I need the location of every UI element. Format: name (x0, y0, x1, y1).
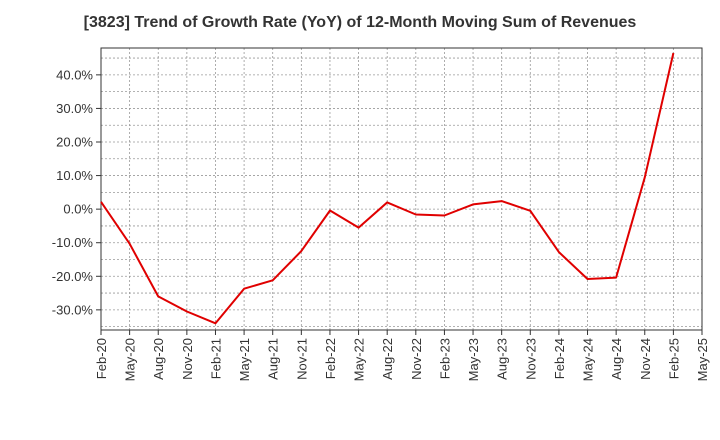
x-tick-label: Aug-23 (495, 338, 510, 380)
x-tick-label: Aug-20 (151, 338, 166, 380)
plot-background (101, 48, 702, 330)
chart-title: [3823] Trend of Growth Rate (YoY) of 12-… (83, 14, 637, 31)
x-tick-label: Feb-20 (94, 338, 109, 379)
series-line (100, 52, 675, 325)
y-tick-label: 0.0% (63, 202, 93, 217)
x-tick-label: May-24 (581, 338, 596, 381)
x-tick-label: Nov-22 (409, 338, 424, 380)
y-tick-label: -30.0% (52, 302, 94, 317)
y-tick-label: -10.0% (52, 235, 94, 250)
x-tick-label: Nov-23 (523, 338, 538, 380)
x-tick-label: Feb-23 (437, 338, 452, 379)
y-tick-label: 40.0% (56, 67, 93, 82)
x-tick-label: May-20 (123, 338, 138, 381)
x-tick-label: Aug-22 (380, 338, 395, 380)
x-tick-label: Nov-24 (638, 338, 653, 380)
y-tick-label: 10.0% (56, 168, 93, 183)
x-tick-label: May-21 (237, 338, 252, 381)
y-tick-label: 20.0% (56, 135, 93, 150)
x-tick-label: Nov-21 (294, 338, 309, 380)
x-tick-label: Aug-21 (266, 338, 281, 380)
x-tick-label: Feb-21 (208, 338, 223, 379)
x-tick-label: Aug-24 (609, 338, 624, 380)
plot-frame (100, 47, 703, 331)
x-tick-label: May-22 (352, 338, 367, 381)
y-tick-label: -20.0% (52, 269, 94, 284)
x-tick-label: Nov-20 (180, 338, 195, 380)
y-tick-label: 30.0% (56, 101, 93, 116)
x-tick-label: Feb-22 (323, 338, 338, 379)
x-tick-label: May-25 (695, 338, 710, 381)
x-tick-label: Feb-24 (552, 338, 567, 379)
x-tick-label: Feb-25 (666, 338, 681, 379)
x-tick-label: May-23 (466, 338, 481, 381)
